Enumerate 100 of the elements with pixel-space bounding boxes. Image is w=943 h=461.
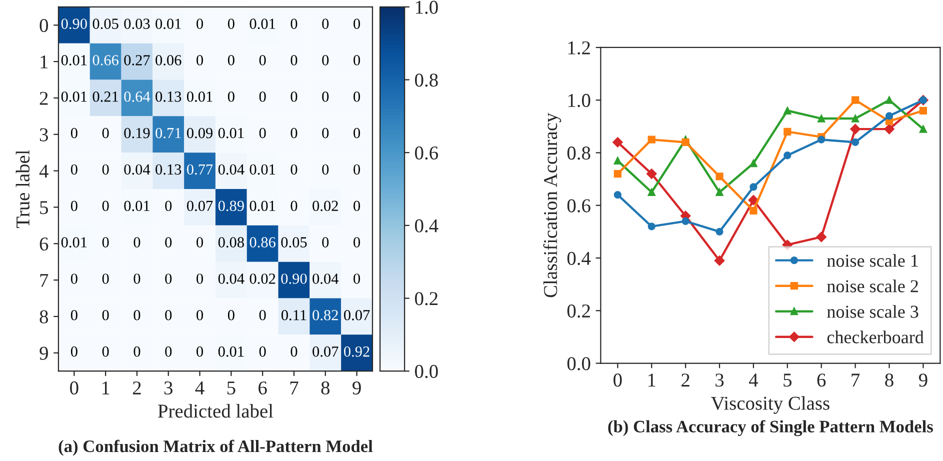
point [884,124,894,134]
data-label: 0 [322,55,329,66]
point [612,137,623,148]
legend-label: checkerboard [827,330,924,344]
data-label: 0.66 [92,55,118,66]
y-tick-label: 0.2 [567,304,590,318]
data-label: 0.01 [156,18,181,30]
legend-label: noise scale 1 [827,254,918,267]
x-tick-label: 1 [648,374,656,386]
data-label: 0 [102,128,109,138]
data-label: 0 [102,164,109,175]
data-label: 0 [322,128,329,138]
data-label: 0 [354,55,360,66]
data-label: 0 [70,200,78,212]
data-label: 0.21 [92,91,118,102]
data-label: 0 [259,91,266,102]
data-label: 0.13 [156,91,182,102]
data-label: 0 [70,310,78,320]
data-label: 0 [165,274,172,284]
x-axis-title: Predicted label [158,404,274,418]
color-bar-label: 0.0 [415,364,438,378]
y-tick-label: 7 [40,274,48,287]
data-label: 0 [102,346,109,357]
x-tick-label: 5 [227,382,236,395]
data-label: 0 [196,55,204,66]
data-label: 0.05 [92,18,118,30]
point [648,188,656,196]
data-label: 0.04 [312,274,339,284]
data-label: 0 [70,164,78,175]
color-bar-label: 0.2 [415,292,438,306]
data-label: 0 [228,310,234,320]
data-label: 0 [165,200,172,212]
legend-label: noise scale 2 [827,280,918,292]
point [614,156,622,164]
point [648,136,656,144]
y-tick-label: 1.2 [568,41,590,55]
x-tick-label: 4 [195,382,204,394]
data-label: 0.05 [281,237,307,248]
y-tick-label: 0.0 [567,357,590,370]
text: (a) Confusion Matrix of All-Pattern Model [58,440,373,456]
data-label: 0 [165,237,172,248]
data-label: 0.82 [312,310,338,320]
data-label: 0 [290,128,298,138]
data-label: 0 [134,274,140,284]
x-tick-label: 6 [258,381,267,395]
y-tick-label: 5 [40,201,48,214]
y-tick-label: 2 [40,92,48,105]
point [818,114,826,122]
y-tick-label: 6 [40,238,48,251]
data-label: 0.08 [218,237,244,248]
point [648,222,656,230]
data-label: 0 [354,128,360,138]
point [784,106,792,114]
x-tick-label: 7 [852,374,860,386]
data-label: 0 [196,18,204,29]
x-tick-label: 5 [784,374,792,387]
point [850,124,860,134]
data-label: 0.07 [186,200,213,212]
data-label: 0.27 [124,55,150,66]
data-label: 0.04 [218,164,244,175]
point [919,106,928,114]
data-label: 0 [228,91,234,102]
data-label: 0 [322,18,329,29]
data-label: 0.01 [61,237,87,248]
data-label: 0.01 [218,128,244,138]
y-tick-label: 0.4 [567,252,591,266]
color-bar-label: 1.0 [416,0,438,14]
data-label: 0 [70,274,78,284]
x-tick-label: 1 [102,381,110,394]
data-label: 0.02 [250,274,276,284]
point [816,232,826,242]
x-tick-label: 2 [682,374,690,386]
data-label: 0.01 [186,91,212,102]
x-tick-label: 3 [716,374,724,387]
y-tick-label: 0 [40,18,48,32]
x-tick-label: 8 [321,381,330,395]
x-axis-title: Viscosity Class [711,396,830,414]
data-label: 0 [259,346,266,357]
point [614,170,622,178]
data-label: 0 [322,237,329,248]
x-tick-label: 7 [290,382,298,394]
y-tick-label: 0.6 [567,199,590,212]
y-tick-label: 0.8 [567,146,590,160]
data-label: 0 [196,237,204,248]
data-label: 0.77 [186,164,213,175]
color-bar-label: 0.4 [415,219,438,232]
data-label: 0.86 [250,237,276,248]
data-label: 0.01 [61,55,87,66]
data-label: 0.09 [186,128,213,138]
point [784,128,792,136]
data-label: 0 [70,128,78,138]
data-label: 0 [165,346,172,357]
point [919,125,928,133]
data-label: 0.92 [344,346,370,357]
data-label: 0.89 [218,200,244,212]
data-label: 0 [165,310,172,320]
point [885,112,894,120]
point [682,138,690,146]
y-tick-label: 4 [39,164,48,178]
data-label: 0 [354,237,360,248]
